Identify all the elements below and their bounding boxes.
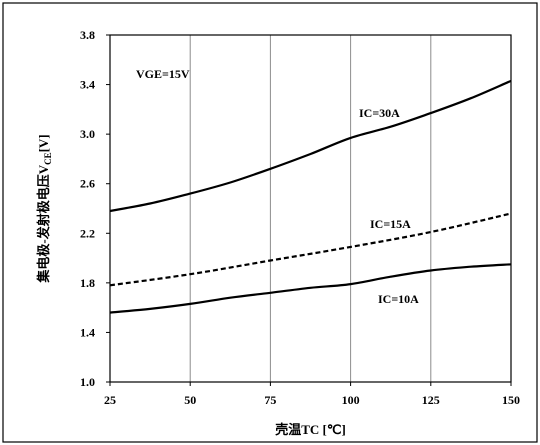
y-axis-title-unit: [V] — [36, 134, 51, 152]
y-axis-title-subscript: CE — [43, 152, 53, 165]
x-tick-label: 125 — [422, 393, 440, 407]
tick-layer: 25 50 75 100 125 150 1.0 1.4 1.8 2.2 2.6 3.0 3.4 3.8 — [80, 28, 520, 407]
y-tick-label: 2.6 — [80, 177, 95, 191]
series-line-ic-30a — [109, 79, 512, 213]
series-label-ic-15a: IC=15A — [370, 217, 411, 231]
label-layer: IC=30A IC=15A IC=10A — [359, 106, 419, 306]
x-tick-label: 25 — [104, 393, 116, 407]
x-axis-title: 壳温TC [℃] — [274, 422, 346, 437]
condition-annotation: VGE=15V — [136, 67, 190, 81]
series-line-ic-10a — [109, 263, 512, 314]
grid-layer — [189, 35, 432, 382]
y-tick-label: 3.0 — [80, 127, 95, 141]
y-tick-label: 1.0 — [80, 375, 95, 389]
x-tick-label: 100 — [342, 393, 360, 407]
series-label-ic-30a: IC=30A — [359, 106, 400, 120]
plot-area-border — [109, 34, 512, 383]
y-tick-label: 1.4 — [80, 325, 95, 339]
series-label-ic-10a: IC=10A — [378, 292, 419, 306]
x-tick-label: 150 — [502, 393, 520, 407]
x-tick-label: 75 — [264, 393, 276, 407]
x-tick-label: 50 — [184, 393, 196, 407]
series-layer — [109, 79, 512, 314]
y-tick-label: 2.2 — [80, 226, 95, 240]
y-axis-title: 集电极-发射极电压VCE[V] — [36, 134, 53, 283]
y-tick-label: 1.8 — [80, 276, 95, 290]
y-tick-label: 3.4 — [80, 78, 95, 92]
y-tick-label: 3.8 — [80, 28, 95, 42]
y-axis-title-main: 集电极-发射极电压V — [36, 164, 51, 283]
